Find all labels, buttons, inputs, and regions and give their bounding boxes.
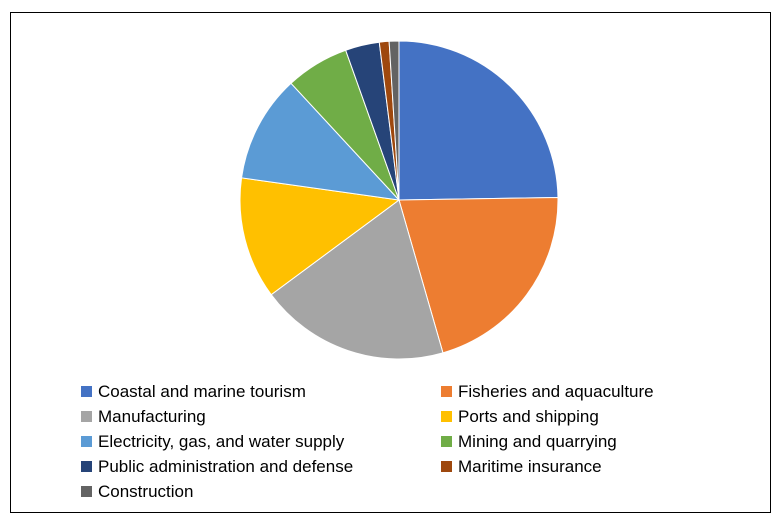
legend-label: Manufacturing [98, 406, 206, 426]
legend-swatch [441, 436, 452, 447]
pie-slice-ports-and-shipping [239, 177, 401, 296]
pie-slice-fisheries-and-aquaculture [398, 197, 559, 354]
legend-label: Electricity, gas, and water supply [98, 431, 345, 451]
chart-frame: Coastal and marine tourism Fisheries and … [10, 12, 771, 513]
legend-label: Mining and quarrying [458, 431, 617, 451]
legend-label: Ports and shipping [458, 406, 599, 426]
legend-swatch [81, 486, 92, 497]
legend-item: Mining and quarrying [441, 430, 741, 453]
legend-swatch [81, 461, 92, 472]
pie-chart [239, 40, 559, 360]
legend-label: Maritime insurance [458, 456, 602, 476]
legend-label: Construction [98, 481, 194, 501]
legend-label: Public administration and defense [98, 456, 354, 476]
pie-slices [239, 40, 559, 360]
legend-item: Maritime insurance [441, 455, 741, 478]
legend-label: Coastal and marine tourism [98, 381, 306, 401]
legend-item: Manufacturing [81, 405, 441, 428]
legend-swatch [81, 386, 92, 397]
pie-slice-coastal-and-marine-tourism [398, 40, 559, 201]
legend-label: Fisheries and aquaculture [458, 381, 654, 401]
legend-swatch [441, 411, 452, 422]
legend-swatch [81, 436, 92, 447]
legend-item: Coastal and marine tourism [81, 380, 441, 403]
legend-item: Public administration and defense [81, 455, 441, 478]
legend-item: Ports and shipping [441, 405, 741, 428]
legend-swatch [441, 461, 452, 472]
legend-item: Fisheries and aquaculture [441, 380, 741, 403]
chart-legend: Coastal and marine tourism Fisheries and … [81, 380, 741, 503]
pie-slice-electricity-gas-and-water-supply [240, 82, 401, 201]
legend-swatch [81, 411, 92, 422]
pie-slice-construction [388, 40, 400, 201]
legend-swatch [441, 386, 452, 397]
legend-item: Construction [81, 480, 441, 503]
legend-item: Electricity, gas, and water supply [81, 430, 441, 453]
pie-slice-manufacturing [270, 199, 444, 360]
